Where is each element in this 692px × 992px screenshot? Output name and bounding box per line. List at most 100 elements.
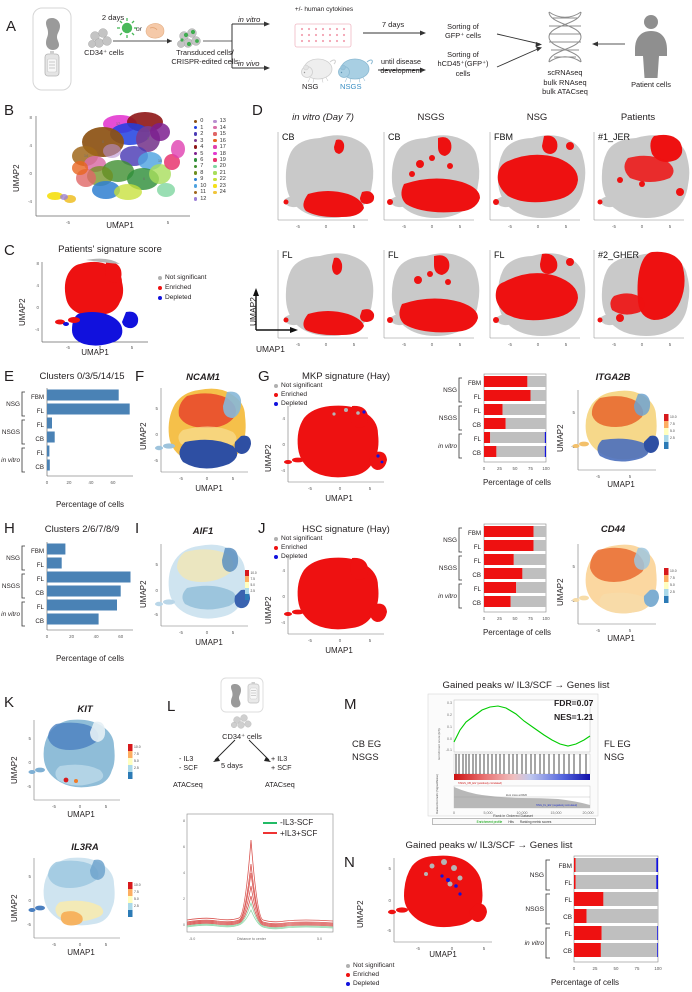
svg-text:0: 0 [573, 966, 576, 971]
svg-text:0: 0 [183, 923, 185, 927]
svg-text:CB: CB [472, 572, 481, 579]
cluster-color-dot [213, 190, 217, 195]
svg-text:2.5: 2.5 [134, 904, 139, 908]
svg-text:-5: -5 [596, 628, 600, 633]
cluster-id: 19 [219, 157, 226, 163]
panel-a-or-label: or [136, 26, 142, 33]
svg-text:6: 6 [143, 177, 145, 181]
panel-a-sort-hcd45-l3: cells [455, 68, 471, 78]
svg-text:CB: CB [472, 422, 481, 429]
panel-j-gene-plot: CD44 5 -5 -5 5 10.0 7.5 5.0 2.5 UMAP2 [552, 518, 692, 668]
svg-text:'NSGS_CB_EG' (positively corre: 'NSGS_CB_EG' (positively correlated) [458, 781, 502, 785]
svg-text:60: 60 [118, 634, 123, 639]
svg-text:NSG: NSG [443, 537, 457, 544]
panel-a-diagram [32, 7, 667, 91]
fetus-icon [231, 684, 241, 708]
svg-text:-5: -5 [66, 345, 70, 350]
cluster-legend-col-1: 0 1 2 3 4 5 6 7 8 9 10 11 12 [194, 118, 206, 202]
panel-n-bars-xlabel: Percentage of cells [550, 978, 620, 987]
cluster-legend-item: 12 [194, 196, 206, 202]
panel-k: K KIT 5 0 -5 -5 0 5 10.0 7.5 5.0 [0, 676, 170, 986]
legend-color-dot [274, 546, 278, 551]
stacked-row-nsgs-cb [484, 418, 546, 429]
legend-color-dot [274, 383, 278, 388]
svg-text:0: 0 [117, 220, 120, 225]
svg-text:2.5: 2.5 [670, 436, 675, 440]
panel-h-label: H [4, 520, 15, 537]
cluster-legend-col-2: 13 14 15 16 17 18 19 20 21 22 23 24 [213, 118, 226, 202]
panel-k-ylabel-il3ra: UMAP2 [10, 894, 19, 922]
svg-text:5.0: 5.0 [670, 429, 675, 433]
svg-text:5: 5 [353, 224, 356, 229]
panel-d-label: D [252, 102, 263, 119]
svg-text:0: 0 [156, 588, 159, 593]
cluster-legend-item: 14 [213, 124, 226, 131]
cluster-color-dot [213, 151, 217, 156]
panel-j-stacked-bar-chart: NSG NSGS in vitro FBM FL FL CB FL CB [438, 523, 550, 621]
svg-text:6: 6 [183, 845, 185, 849]
svg-text:FL: FL [474, 586, 482, 593]
svg-text:NSGS: NSGS [439, 565, 457, 572]
cluster-color-dot [194, 125, 198, 130]
panel-d-row2-label-2: FL [388, 250, 399, 260]
cluster-legend-item: 9 [194, 176, 206, 182]
panel-l-assay-left: ATACseq [173, 780, 203, 789]
svg-text:5: 5 [573, 564, 576, 569]
panel-d-col-header-4: Patients [620, 112, 656, 123]
panel-a-nsg-label: NSG [302, 82, 319, 91]
culture-plate-icon [294, 23, 352, 48]
svg-text:in vitro: in vitro [438, 593, 457, 600]
legend-label: Depleted [281, 400, 308, 408]
cluster-id: 1 [200, 124, 204, 131]
panel-j-gene-title: CD44 [600, 524, 626, 535]
panel-a-until-l2: development [380, 66, 422, 75]
svg-text:5: 5 [353, 342, 356, 347]
panel-a-in-vivo-label: in vivo [238, 59, 260, 68]
panel-f: F NCAM1 5 0 -5 -5 0 5 UMAP2 UMAP1 [133, 368, 258, 513]
svg-text:0: 0 [156, 432, 159, 437]
svg-text:0: 0 [537, 224, 540, 229]
panel-k-label: K [4, 694, 15, 711]
svg-text:NSG: NSG [530, 872, 544, 879]
panel-m-nes: NES=1.21 [554, 712, 594, 722]
svg-text:0: 0 [389, 898, 392, 903]
panel-a-cytokines-label: +/- human cytokines [294, 6, 354, 13]
svg-text:-5: -5 [52, 804, 56, 809]
panel-n-stacked-bar-chart: NSG NSGS in vitro FBM FL FL CB FL CB [525, 855, 662, 971]
svg-text:5.0: 5.0 [134, 897, 139, 901]
legend-label: Not significant [281, 382, 323, 389]
svg-text:5.0: 5.0 [670, 583, 675, 587]
cluster-legend-item: 1 [194, 124, 206, 131]
svg-text:FBM: FBM [468, 530, 481, 537]
panel-l-left-l2: - SCF [179, 763, 198, 773]
svg-text:0: 0 [79, 804, 82, 809]
svg-text:40: 40 [89, 480, 94, 485]
bar-nsg-fbm [47, 543, 66, 555]
svg-text:-5: -5 [154, 612, 158, 617]
footer-enrichment-profile: Enrichment profile [476, 819, 503, 824]
stacked-row-nsg-fbm [484, 376, 546, 387]
panel-a-transduced-l1: Transduced cells/ [176, 48, 234, 57]
panel-c-legend: Not significant Enriched Depleted [158, 274, 206, 302]
panel-j-label: J [258, 520, 266, 537]
bar-invitro-cb [47, 459, 50, 471]
panel-a-cd34-label: CD34⁺ cells [84, 48, 124, 57]
svg-text:CB: CB [563, 948, 572, 955]
legend-item-enriched: Enriched [274, 544, 322, 552]
svg-text:5: 5 [369, 638, 372, 643]
panel-i: I AIF1 5 0 -5 -5 0 5 10.0 7.5 5.0 2.5 [133, 516, 258, 666]
stacked-row-nsg-fl [484, 390, 546, 401]
svg-text:CB: CB [35, 464, 44, 471]
panel-e-label: E [4, 368, 15, 385]
stacked-row-invitro-fl [484, 582, 546, 593]
legend-color-dot [346, 963, 350, 968]
panel-b-xlabel: UMAP1 [106, 221, 134, 230]
svg-text:5.0: 5.0 [134, 759, 139, 763]
svg-text:5: 5 [565, 342, 568, 347]
panel-g-stacked-bar-chart: NSG NSGS in vitro FBM FL FL CB FL CB [438, 373, 550, 471]
panel-j-legend: Not significant Enriched Depleted [274, 535, 322, 561]
legend-line-swatch [263, 821, 277, 824]
svg-text:0: 0 [37, 305, 40, 310]
svg-text:in vitro: in vitro [1, 611, 20, 618]
svg-text:0: 0 [206, 630, 209, 635]
